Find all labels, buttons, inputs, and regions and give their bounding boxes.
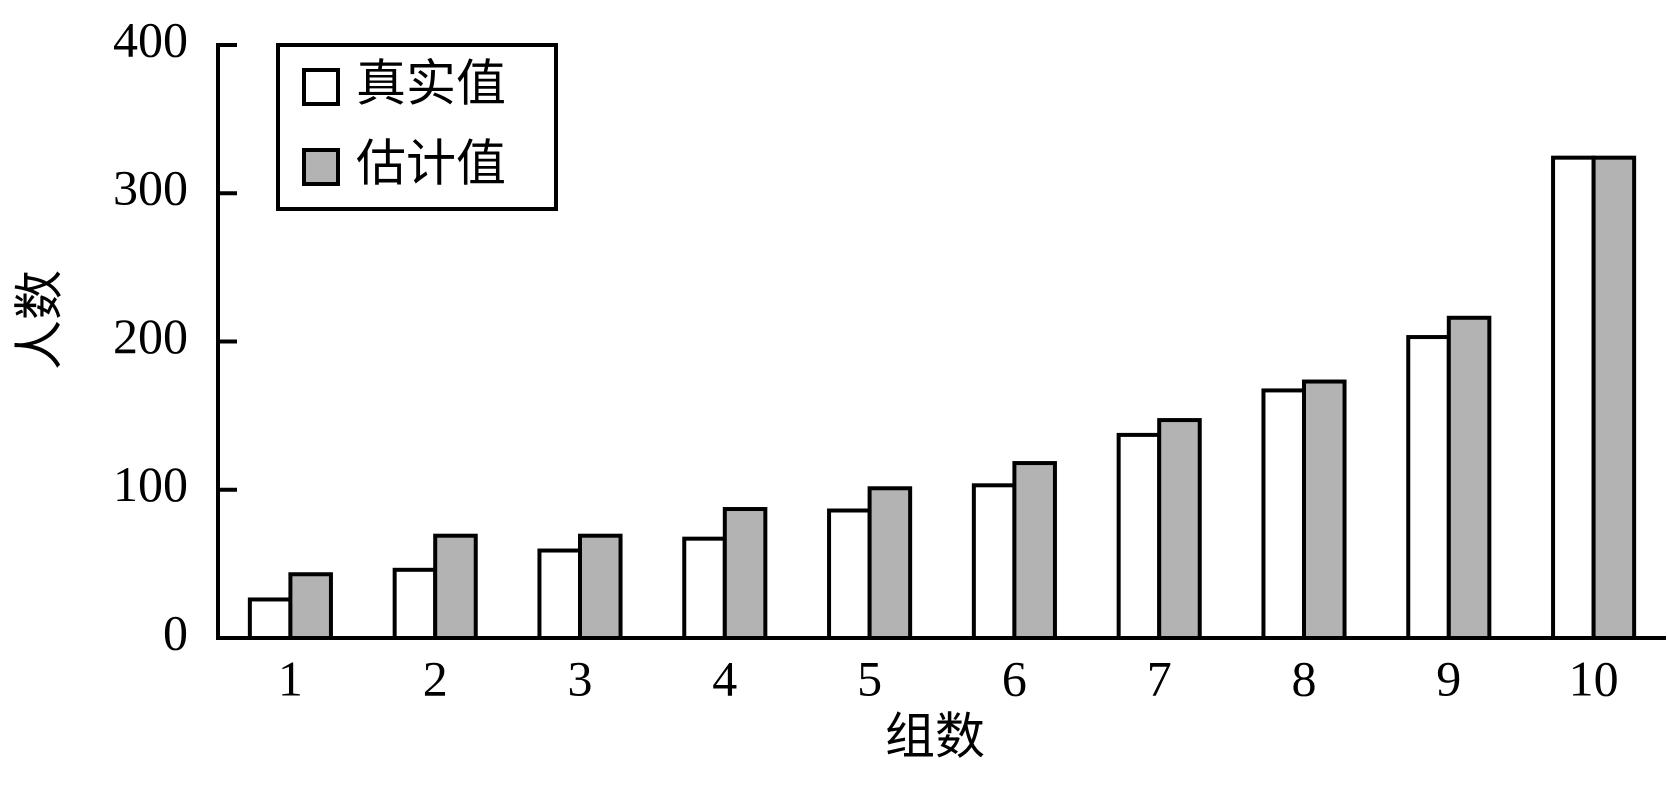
bar [1551,155,1596,640]
x-tick-label: 8 [1292,650,1317,706]
bar [827,508,872,641]
bar [1302,379,1347,640]
x-tick-label: 7 [1147,650,1172,706]
x-tick-label: 1 [278,650,303,706]
bar [867,486,913,640]
bar [682,536,727,640]
legend-label: 真实值 [356,55,506,111]
x-tick-label: 5 [857,650,882,706]
x-tick-label: 3 [568,650,593,706]
y-tick-label: 100 [113,456,188,512]
bar [1591,155,1637,640]
bar [1261,388,1307,640]
x-tick-label: 9 [1436,650,1461,706]
y-tick-label: 200 [113,308,188,364]
y-axis-label: 人数 [11,270,67,370]
x-axis-label: 组数 [885,708,985,764]
y-tick-label: 0 [163,604,188,660]
x-tick-label: 6 [1002,650,1027,706]
bar [537,548,582,640]
legend-label: 估计值 [356,135,506,191]
bar [1116,432,1162,640]
y-tick-label: 300 [113,160,188,216]
bar [722,507,768,640]
bar [1446,315,1492,640]
bar [1406,335,1451,640]
bar [247,597,293,641]
bar [578,533,623,641]
legend-swatch [302,148,340,186]
x-tick-label: 10 [1569,650,1619,706]
y-tick-label: 400 [113,11,188,67]
bar [392,567,438,640]
x-tick-label: 4 [712,650,737,706]
bar [288,572,333,641]
bar [433,533,478,641]
bar [971,483,1017,640]
x-tick-label: 2 [423,650,448,706]
bar [1157,418,1202,641]
bar [1012,461,1057,640]
legend-swatch [302,68,340,106]
